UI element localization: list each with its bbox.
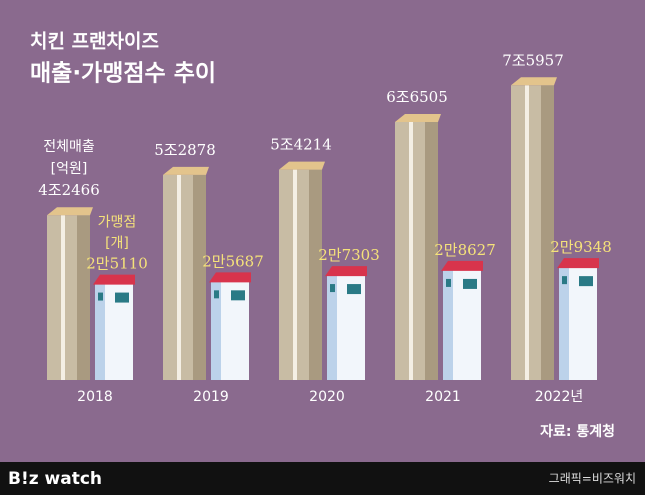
building-window bbox=[446, 278, 451, 287]
store-value-label: 2만5687 bbox=[202, 252, 264, 270]
building-window bbox=[347, 284, 361, 295]
x-tick-label: 2018 bbox=[77, 389, 113, 405]
sales-value-label: 4조2466 bbox=[38, 181, 100, 199]
bar-stripe bbox=[61, 215, 65, 380]
store-value-label: 2만8627 bbox=[434, 241, 496, 259]
x-tick-label: 2019 bbox=[193, 389, 229, 405]
bar-stripe bbox=[525, 85, 529, 381]
bar-stripe bbox=[177, 174, 181, 380]
x-tick-label: 2020 bbox=[309, 389, 345, 405]
bar-stripe bbox=[409, 121, 413, 380]
logo: B!z watch bbox=[8, 469, 102, 489]
building-roof bbox=[441, 260, 483, 271]
chart-subtitle: 매출·가맹점수 추이 bbox=[30, 61, 216, 87]
legend-unit: [개] bbox=[105, 236, 129, 252]
legend-label: 가맹점 bbox=[98, 215, 137, 231]
building-window bbox=[214, 290, 219, 299]
sales-value-label: 5조4214 bbox=[270, 136, 332, 154]
plot: 2018 4조2466 2만5110 2019 5조2878 2만5687 2020 5조42… bbox=[38, 51, 612, 405]
bar-side bbox=[193, 174, 206, 380]
bar-cap bbox=[279, 161, 325, 170]
building-side bbox=[211, 280, 221, 380]
building-window bbox=[98, 292, 103, 301]
bar-side bbox=[425, 121, 438, 380]
legend-label: 전체매출 bbox=[43, 139, 95, 155]
bar-stripe bbox=[293, 169, 297, 380]
bar-side bbox=[309, 169, 322, 380]
footer-band bbox=[0, 462, 645, 495]
building-window bbox=[463, 278, 477, 289]
source: 자료: 통계청 bbox=[540, 424, 615, 440]
building-window bbox=[115, 292, 129, 303]
building-roof bbox=[557, 258, 599, 269]
building-window bbox=[579, 276, 593, 287]
building-roof bbox=[209, 272, 251, 283]
building-roof bbox=[325, 266, 367, 277]
building-window bbox=[231, 290, 245, 301]
sales-value-label: 5조2878 bbox=[154, 141, 216, 159]
building-window bbox=[562, 276, 567, 285]
building-side bbox=[327, 274, 337, 380]
store-value-label: 2만9348 bbox=[550, 238, 612, 256]
sales-value-label: 6조6505 bbox=[386, 88, 448, 106]
bar-cap bbox=[395, 113, 441, 122]
building-side bbox=[559, 266, 569, 380]
bar-cap bbox=[511, 77, 557, 86]
bar-side bbox=[77, 215, 90, 380]
bar-cap bbox=[47, 207, 93, 216]
legend-unit: [억원] bbox=[51, 161, 88, 177]
building-roof bbox=[93, 274, 135, 285]
bar-cap bbox=[163, 166, 209, 175]
building-side bbox=[95, 282, 105, 380]
sales-value-label: 7조5957 bbox=[502, 51, 564, 69]
bar-side bbox=[541, 85, 554, 381]
building-window bbox=[330, 284, 335, 293]
credit: 그래픽=비즈워치 bbox=[549, 472, 636, 486]
x-tick-label: 2022년 bbox=[535, 389, 584, 405]
building-side bbox=[443, 268, 453, 380]
x-tick-label: 2021 bbox=[425, 389, 461, 405]
store-value-label: 2만5110 bbox=[86, 255, 148, 273]
store-value-label: 2만7303 bbox=[318, 246, 380, 264]
chart-title: 치킨 프랜차이즈 bbox=[30, 31, 159, 53]
